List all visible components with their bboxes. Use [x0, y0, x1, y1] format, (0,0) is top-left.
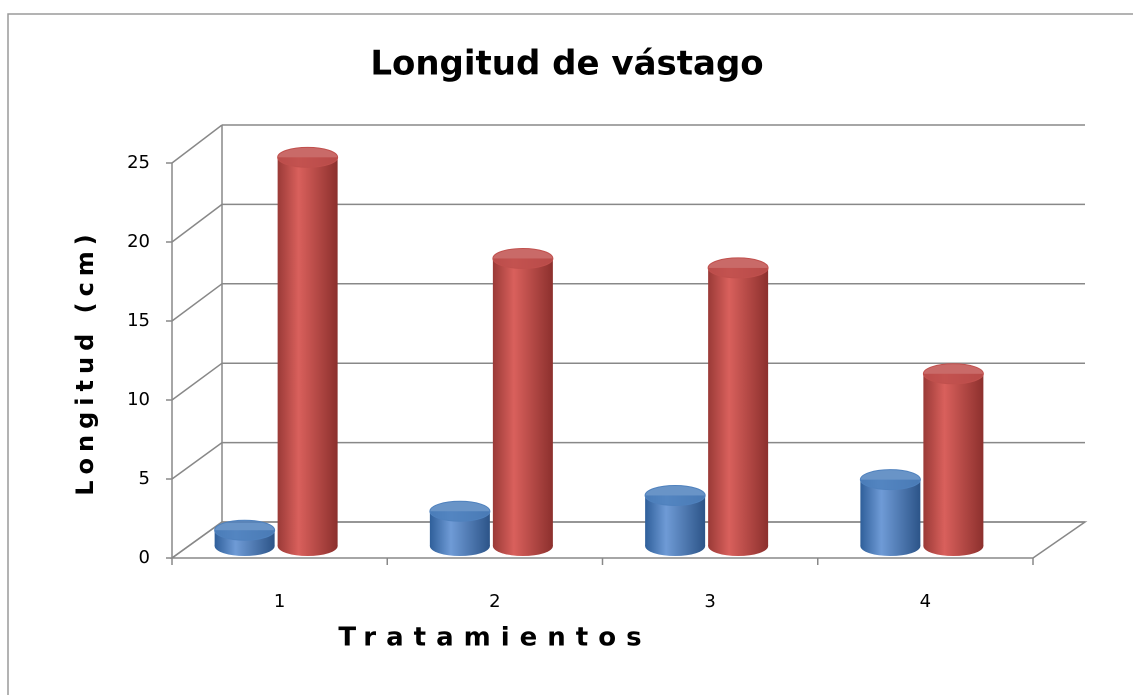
y-axis-label: Longitud (cm) — [71, 228, 99, 496]
cylinder-top — [707, 257, 769, 279]
x-axis-label: Tratamientos — [338, 623, 651, 653]
x-tick-label: 4 — [920, 591, 931, 612]
grid-line — [171, 283, 223, 322]
plot: 0 5 10 15 20 25 1 2 3 4 — [127, 124, 1088, 612]
cylinder-top — [859, 469, 921, 491]
cylinder-body — [277, 157, 338, 546]
cylinder-top — [277, 146, 339, 168]
x-tick-label: 2 — [489, 591, 500, 612]
cylinder — [277, 146, 339, 556]
y-tick-label: 0 — [139, 547, 150, 568]
cylinder-top — [214, 519, 276, 541]
cylinder-body — [923, 373, 984, 546]
x-tick-label: 3 — [704, 591, 715, 612]
cylinder — [922, 363, 984, 556]
grid-line — [171, 362, 223, 401]
cylinder-body — [860, 479, 921, 546]
chart-title: Longitud de vástago — [370, 44, 763, 84]
grid-line — [171, 124, 223, 164]
cylinder — [429, 500, 491, 556]
y-tick-label: 15 — [127, 310, 150, 331]
cylinder-top — [429, 500, 491, 522]
y-tick-label: 20 — [127, 231, 150, 252]
cylinder-top — [644, 484, 706, 506]
cylinder-body — [492, 258, 553, 546]
y-tick-label: 25 — [127, 152, 150, 173]
cylinder — [859, 469, 921, 556]
cylinder — [644, 484, 706, 556]
cylinder — [707, 257, 769, 556]
cylinder — [492, 247, 554, 556]
x-tick-label: 1 — [274, 591, 285, 612]
y-tick-label: 5 — [139, 468, 150, 489]
cylinder-top — [922, 363, 984, 385]
grid-line — [171, 521, 223, 559]
grid-line — [171, 203, 223, 243]
grid-line — [171, 441, 223, 480]
cylinder-top — [492, 247, 554, 269]
y-tick-label: 10 — [127, 389, 150, 410]
cylinder — [214, 519, 276, 556]
chart-frame — [7, 13, 1133, 695]
cylinder-body — [708, 267, 769, 546]
